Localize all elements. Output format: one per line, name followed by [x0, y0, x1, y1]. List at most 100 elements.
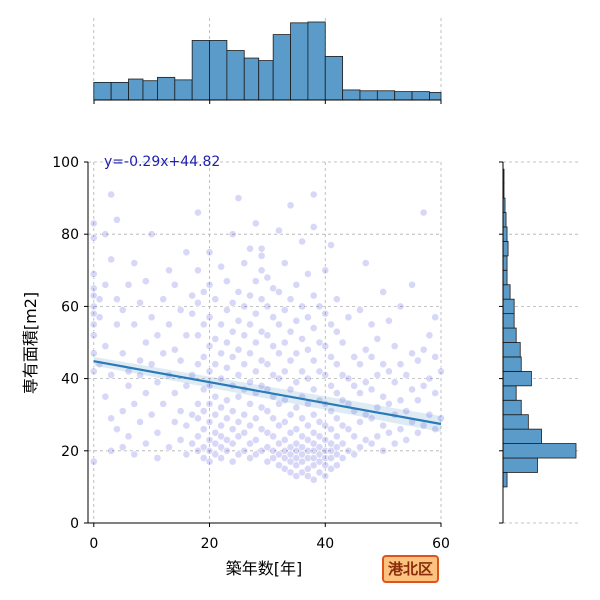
scatter-point [292, 378, 301, 387]
scatter-point [396, 360, 405, 369]
scatter-point [130, 450, 139, 459]
top-hist-bar [376, 90, 396, 101]
scatter-point [182, 421, 191, 430]
scatter-point [251, 309, 260, 318]
scatter-point [263, 443, 272, 452]
scatter-point [431, 425, 440, 434]
scatter-point [367, 353, 376, 361]
scatter-point [136, 298, 144, 307]
scatter-point [280, 338, 289, 347]
scatter-point [136, 371, 144, 379]
scatter-point [124, 432, 133, 441]
regression-line [93, 360, 442, 426]
scatter-point [309, 190, 318, 199]
right-hist-bar [502, 241, 509, 257]
scatter-point [234, 345, 243, 354]
scatter-point [298, 237, 307, 246]
scatter-point [176, 356, 185, 365]
scatter-point [257, 244, 266, 253]
scatter-point [199, 454, 208, 462]
scatter-point [275, 226, 283, 235]
top-hist-bar [342, 89, 361, 101]
y-tick-label: 0 [70, 516, 79, 532]
scatter-point [153, 454, 162, 462]
scatter-point [205, 248, 214, 257]
main-grid [88, 161, 442, 524]
scatter-point [211, 295, 220, 304]
scatter-point [402, 407, 411, 415]
scatter-point [321, 309, 330, 318]
scatter-point [234, 316, 243, 325]
top-hist-bar [191, 40, 210, 101]
scatter-point [124, 381, 133, 390]
scatter-points [89, 190, 445, 484]
scatter-point [304, 464, 312, 473]
scatter-point [194, 399, 202, 408]
scatter-point [309, 385, 318, 394]
scatter-point [222, 277, 231, 286]
scatter-point [379, 446, 388, 455]
scatter-point [159, 295, 168, 304]
scatter-point [136, 418, 144, 426]
right-hist-bar [502, 356, 522, 372]
scatter-point [228, 439, 237, 448]
scatter-point [240, 446, 249, 455]
scatter-point [327, 407, 335, 415]
scatter-point [113, 215, 121, 224]
scatter-point [240, 360, 249, 369]
right-hist-bar [502, 443, 577, 459]
scatter-point [332, 389, 341, 397]
scatter-point [89, 233, 98, 242]
scatter-point [367, 414, 376, 423]
scatter-point [228, 298, 237, 307]
scatter-point [234, 418, 243, 426]
right-hist-bar [502, 342, 521, 358]
scatter-point [338, 371, 347, 379]
scatter-point [194, 298, 202, 307]
scatter-point [194, 414, 202, 423]
scatter-point [269, 432, 278, 441]
scatter-point [130, 259, 139, 267]
scatter-point [321, 421, 330, 430]
scatter-point [275, 421, 283, 430]
scatter-point [263, 331, 272, 340]
scatter-point [211, 334, 220, 343]
scatter-point [194, 360, 202, 369]
scatter-point [246, 320, 254, 329]
scatter-point [298, 468, 307, 477]
scatter-point [309, 324, 318, 332]
scatter-point [292, 316, 301, 325]
marginal-x-histogram [93, 18, 442, 101]
scatter-point [361, 378, 370, 387]
scatter-point [246, 421, 254, 430]
scatter-point [217, 454, 225, 462]
scatter-point [263, 407, 272, 415]
scatter-point [356, 443, 364, 452]
scatter-point [188, 309, 197, 318]
scatter-point [141, 277, 150, 286]
scatter-point [194, 331, 202, 340]
scatter-point [228, 407, 237, 415]
scatter-point [280, 418, 289, 426]
scatter-point [309, 356, 318, 365]
scatter-point [89, 320, 98, 329]
scatter-point [373, 334, 382, 343]
scatter-point [257, 356, 266, 365]
scatter-point [263, 428, 272, 437]
scatter-point [199, 425, 208, 434]
scatter-point [194, 446, 202, 455]
scatter-point [309, 475, 318, 484]
scatter-point [286, 428, 295, 437]
scatter-point [246, 439, 254, 448]
scatter-point [251, 219, 260, 228]
x-tick-label: 40 [316, 536, 334, 552]
scatter-point [194, 208, 202, 217]
scatter-point [205, 457, 214, 466]
scatter-point [118, 407, 127, 415]
x-tick-label: 60 [432, 536, 450, 552]
scatter-point [390, 439, 399, 448]
right-hist-bar [502, 327, 517, 343]
scatter-point [257, 266, 266, 275]
scatter-point [257, 381, 266, 390]
scatter-point [390, 342, 399, 351]
